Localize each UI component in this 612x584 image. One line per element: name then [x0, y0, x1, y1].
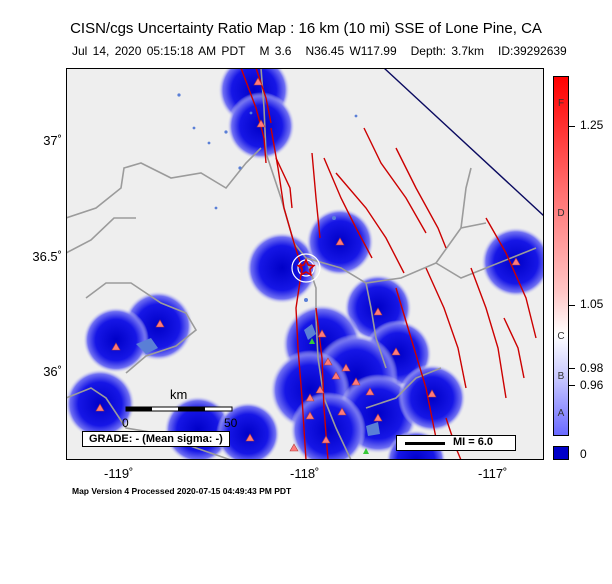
scale-unit: km	[170, 387, 188, 402]
lon-label-119: -119˚	[104, 466, 134, 481]
epicenter	[291, 253, 321, 283]
lat-label-36: 36˚	[43, 364, 62, 379]
fault-lines	[240, 68, 537, 460]
colorbar-tick	[569, 368, 575, 369]
event-datetime: Jul 14, 2020 05:15:18 AM PDT	[72, 44, 246, 58]
uncertainty-map	[66, 68, 544, 460]
event-location: N36.45 W117.99	[305, 44, 397, 58]
stations	[95, 77, 521, 452]
colorbar-value-0-96: 0.96	[580, 378, 604, 392]
colorbar-value-0-98: 0.98	[580, 361, 604, 375]
lat-label-37: 37˚	[43, 133, 62, 148]
colorbar-letter-a: A	[557, 408, 565, 419]
stations-green	[309, 338, 369, 454]
map-canvas	[66, 68, 544, 460]
state-border	[383, 68, 544, 217]
colorbar-letter-c: C	[557, 331, 565, 342]
colorbar-letter-f: F	[557, 98, 565, 109]
magnitude-legend-label: MI = 6.0	[453, 436, 494, 448]
colorbar-tick	[569, 385, 575, 386]
scale-start: 0	[122, 416, 129, 430]
colorbar-value-1-25: 1.25	[580, 118, 604, 132]
lon-label-117: -117˚	[478, 466, 508, 481]
event-info: Jul 14, 2020 05:15:18 AM PDT M 3.6 N36.45 …	[72, 44, 581, 58]
lon-label-118: -118˚	[290, 466, 320, 481]
magnitude-legend-bar	[405, 442, 445, 445]
lat-label-36-5: 36.5˚	[32, 249, 62, 264]
roads	[66, 68, 537, 460]
colorbar-letter-b: B	[557, 371, 565, 382]
scale-end: 50	[224, 416, 238, 430]
colorbar-tick	[569, 126, 575, 127]
event-id: ID:39292639	[498, 44, 567, 58]
colorbar-tick	[569, 305, 575, 306]
water-bodies	[136, 93, 380, 436]
event-depth: Depth: 3.7km	[410, 44, 484, 58]
event-magnitude: M 3.6	[259, 44, 292, 58]
colorbar-value-1-05: 1.05	[580, 297, 604, 311]
colorbar-letter-d: D	[557, 208, 565, 219]
map-version-footer: Map Version 4 Processed 2020-07-15 04:49…	[72, 486, 292, 496]
map-title: CISN/cgs Uncertainty Ratio Map : 16 km (…	[70, 20, 542, 37]
colorbar-zero-swatch	[553, 446, 569, 460]
scale-bar	[125, 406, 233, 412]
grade-box: GRADE: - (Mean sigma: -)	[82, 431, 230, 447]
colorbar	[553, 76, 569, 436]
colorbar-value-0: 0	[580, 447, 587, 461]
magnitude-legend: MI = 6.0	[396, 435, 516, 451]
